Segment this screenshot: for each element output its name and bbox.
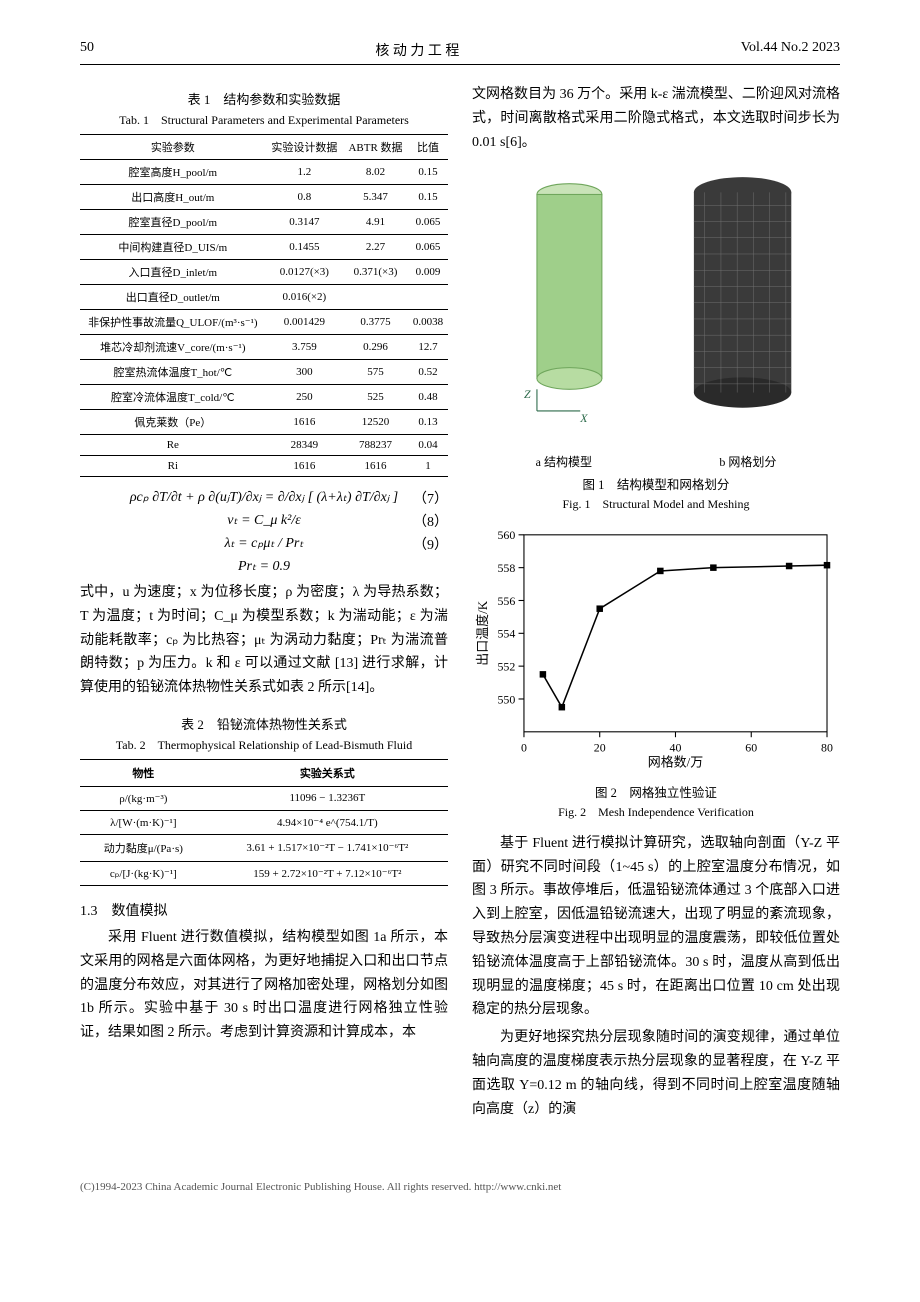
right-col-p1: 基于 Fluent 进行模拟计算研究，选取轴向剖面（Y-Z 平面）研究不同时间段… — [472, 832, 840, 1022]
table-row: 堆芯冷却剂流速V_core/(m·s⁻¹)3.7590.29612.7 — [80, 335, 448, 360]
table1-title-en: Tab. 1 Structural Parameters and Experim… — [80, 111, 448, 128]
table-row: ρ/(kg·m⁻³)11096 − 1.3236T — [80, 786, 448, 810]
svg-text:出口温度/K: 出口温度/K — [475, 600, 490, 665]
svg-text:556: 556 — [497, 594, 515, 608]
fig1-sub-b: b 网格划分 — [719, 453, 776, 470]
svg-text:80: 80 — [821, 740, 833, 754]
table-row: Ri161616161 — [80, 456, 448, 477]
eq8-num: （8） — [413, 511, 448, 531]
eq7-num: （7） — [413, 488, 448, 508]
figure-2-chart: 0 20 40 60 80 550 552 554 556 558 560 网格数/万 出口温度/K — [472, 524, 840, 773]
svg-text:552: 552 — [497, 659, 515, 673]
section-1-3-head: 1.3 数值模拟 — [80, 900, 448, 920]
right-col-p2: 为更好地探究热分层现象随时间的演变规律，通过单位轴向高度的温度梯度表示热分层现象… — [472, 1026, 840, 1121]
svg-text:40: 40 — [670, 740, 682, 754]
table2: 物性 实验关系式 ρ/(kg·m⁻³)11096 − 1.3236T λ/[W·… — [80, 759, 448, 886]
svg-text:550: 550 — [497, 692, 515, 706]
equation-8: νₜ = C_μ k²/ε （8） — [80, 512, 448, 529]
svg-text:0: 0 — [521, 740, 527, 754]
table2-col0: 物性 — [80, 759, 207, 786]
table-row: 实验参数 实验设计数据 ABTR 数据 比值 — [80, 135, 448, 160]
table-row: 腔室热流体温度T_hot/℃3005750.52 — [80, 360, 448, 385]
eq9-body: λₜ = cₚμₜ / Prₜ — [224, 535, 303, 552]
table1-col3: 比值 — [408, 135, 448, 160]
table-row: 中间构建直径D_UIS/m0.14552.270.065 — [80, 235, 448, 260]
table2-title-en: Tab. 2 Thermophysical Relationship of Le… — [80, 736, 448, 753]
svg-text:558: 558 — [497, 561, 515, 575]
table-row: 出口直径D_outlet/m0.016(×2) — [80, 285, 448, 310]
table2-title-cn: 表 2 铅铋流体热物性关系式 — [80, 714, 448, 733]
svg-text:560: 560 — [497, 528, 515, 542]
eq7-body: ρcₚ ∂T/∂t + ρ ∂(uⱼT)/∂xⱼ = ∂/∂xⱼ [ (λ+λₜ… — [130, 489, 398, 506]
figure-1-svg: Z X — [472, 162, 840, 443]
table-row: 腔室冷流体温度T_cold/℃2505250.48 — [80, 385, 448, 410]
table1-title-cn: 表 1 结构参数和实验数据 — [80, 89, 448, 108]
svg-text:60: 60 — [745, 740, 757, 754]
svg-text:Z: Z — [524, 387, 531, 401]
svg-text:554: 554 — [497, 626, 515, 640]
fig1-sub-a: a 结构模型 — [536, 453, 592, 470]
page-footer: (C)1994-2023 China Academic Journal Elec… — [80, 1181, 840, 1193]
table1-col1: 实验设计数据 — [266, 135, 343, 160]
figure-2: 0 20 40 60 80 550 552 554 556 558 560 网格数/万 出口温度/K 图… — [472, 524, 840, 820]
left-column: 表 1 结构参数和实验数据 Tab. 1 Structural Paramete… — [80, 83, 448, 1121]
page-number: 50 — [80, 40, 94, 60]
fig2-caption-en: Fig. 2 Mesh Independence Verification — [472, 803, 840, 820]
table-row: cₚ/[J·(kg·K)⁻¹]159 + 2.72×10⁻²T + 7.12×1… — [80, 861, 448, 885]
right-column: 文网格数目为 36 万个。采用 k-ε 湍流模型、二阶迎风对流格式，时间离散格式… — [472, 83, 840, 1121]
right-col-continuation: 文网格数目为 36 万个。采用 k-ε 湍流模型、二阶迎风对流格式，时间离散格式… — [472, 83, 840, 154]
table-row: 物性 实验关系式 — [80, 759, 448, 786]
fig1-caption-cn: 图 1 结构模型和网格划分 — [472, 474, 840, 493]
eq-definitions-paragraph: 式中，u 为速度；x 为位移长度；ρ 为密度；λ 为导热系数；T 为温度；t 为… — [80, 581, 448, 700]
table-row: 入口直径D_inlet/m0.0127(×3)0.371(×3)0.009 — [80, 260, 448, 285]
table1-col2: ABTR 数据 — [343, 135, 408, 160]
table-row: 佩克莱数（Pe）1616125200.13 — [80, 410, 448, 435]
table-row: Re283497882370.04 — [80, 435, 448, 456]
table1: 实验参数 实验设计数据 ABTR 数据 比值 腔室高度H_pool/m1.28.… — [80, 134, 448, 477]
equation-7: ρcₚ ∂T/∂t + ρ ∂(uⱼT)/∂xⱼ = ∂/∂xⱼ [ (λ+λₜ… — [80, 489, 448, 506]
eq-prt-body: Prₜ = 0.9 — [238, 558, 290, 575]
table1-col0: 实验参数 — [80, 135, 266, 160]
svg-text:X: X — [579, 411, 588, 425]
table2-col1: 实验关系式 — [207, 759, 448, 786]
eq9-num: （9） — [413, 534, 448, 554]
table-row: 出口高度H_out/m0.85.3470.15 — [80, 185, 448, 210]
section-1-3-p1: 采用 Fluent 进行数值模拟，结构模型如图 1a 所示，本文采用的网格是六面… — [80, 926, 448, 1045]
equation-prt: Prₜ = 0.9 — [80, 558, 448, 575]
equation-9: λₜ = cₚμₜ / Prₜ （9） — [80, 535, 448, 552]
fig1-caption-en: Fig. 1 Structural Model and Meshing — [472, 495, 840, 512]
issue-info: Vol.44 No.2 2023 — [741, 40, 840, 60]
journal-title: 核 动 力 工 程 — [375, 40, 459, 60]
table-row: 非保护性事故流量Q_ULOF/(m³·s⁻¹)0.0014290.37750.0… — [80, 310, 448, 335]
eq8-body: νₜ = C_μ k²/ε — [227, 512, 300, 529]
table-row: 腔室直径D_pool/m0.31474.910.065 — [80, 210, 448, 235]
svg-text:网格数/万: 网格数/万 — [648, 754, 704, 769]
figure-1-sublabels: a 结构模型 b 网格划分 — [472, 453, 840, 470]
table-row: 动力黏度μ/(Pa·s)3.61 + 1.517×10⁻²T − 1.741×1… — [80, 834, 448, 861]
figure-1: Z X a 结 — [472, 162, 840, 511]
fig2-caption-cn: 图 2 网格独立性验证 — [472, 782, 840, 801]
table-row: λ/[W·(m·K)⁻¹]4.94×10⁻⁴ e^(754.1/T) — [80, 810, 448, 834]
table-row: 腔室高度H_pool/m1.28.020.15 — [80, 160, 448, 185]
page-header: 50 核 动 力 工 程 Vol.44 No.2 2023 — [80, 40, 840, 65]
svg-text:20: 20 — [594, 740, 606, 754]
